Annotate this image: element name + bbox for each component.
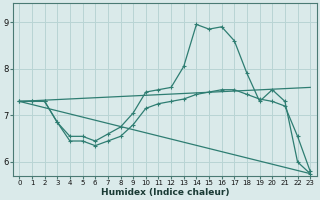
X-axis label: Humidex (Indice chaleur): Humidex (Indice chaleur) [100, 188, 229, 197]
